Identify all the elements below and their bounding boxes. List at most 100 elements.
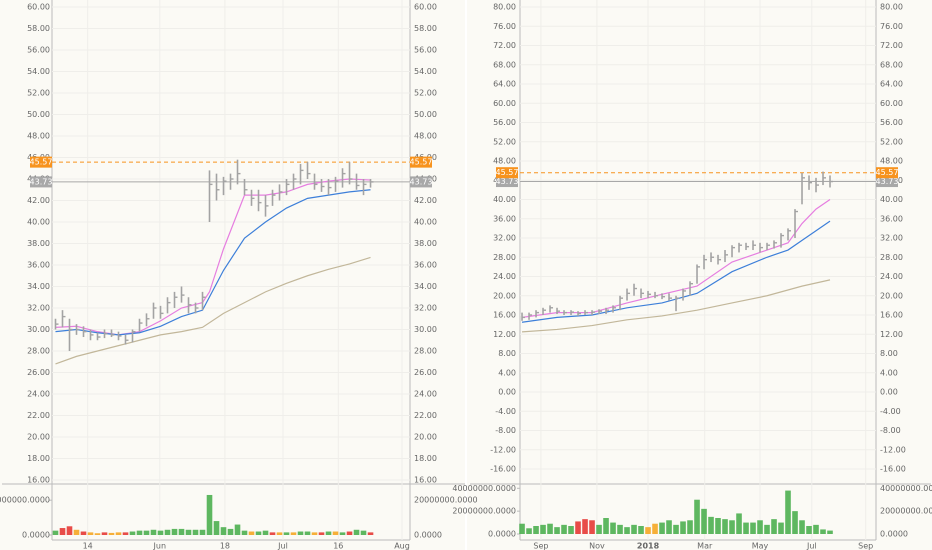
y-tick-label: 24.00 (414, 390, 437, 399)
y-tick-label: 18.00 (414, 454, 437, 463)
volume-bar (339, 532, 346, 535)
y-tick-label: 56.00 (493, 118, 516, 127)
price-box: 45.57 (496, 167, 518, 179)
x-tick-label: Aug (394, 542, 410, 550)
volume-bar (547, 523, 553, 534)
y-tick-label: 48.00 (493, 157, 516, 166)
y-tick-label: 30.00 (414, 325, 437, 334)
volume-bar (624, 527, 630, 534)
x-tick-label: Jul (277, 542, 288, 550)
volume-tick-label: 20000000.0000 (452, 507, 516, 516)
y-tick-label: -4.00 (880, 407, 901, 416)
volume-bar (589, 520, 595, 534)
y-tick-label: -12.00 (490, 445, 516, 454)
y-tick-label: 20.00 (493, 291, 516, 300)
volume-bar (59, 528, 66, 535)
volume-bar (101, 532, 108, 535)
y-tick-label: 32.00 (414, 304, 437, 313)
volume-bar (736, 513, 742, 534)
x-tick-label: Sep (858, 542, 873, 550)
y-tick-label: 32.00 (880, 234, 903, 243)
y-tick-label: -16.00 (490, 465, 516, 474)
volume-tick-label: 0.0000 (488, 530, 516, 539)
y-tick-label: 22.00 (27, 411, 50, 420)
y-tick-label: 28.00 (27, 347, 50, 356)
volume-bar (206, 494, 213, 535)
volume-bar (122, 532, 129, 535)
volume-bar (680, 521, 686, 534)
y-tick-label: 76.00 (493, 22, 516, 31)
volume-bar (171, 528, 178, 535)
volume-tick-label: 20000000.0000 (880, 507, 932, 516)
y-tick-label: 32.00 (493, 234, 516, 243)
volume-tick-label: 20000000.0000 (414, 496, 478, 505)
volume-bar (248, 531, 255, 535)
volume-bar (136, 530, 143, 535)
price-box-bg (876, 167, 898, 179)
volume-bar (722, 519, 728, 534)
volume-bar (115, 532, 122, 535)
volume-bar (666, 520, 672, 534)
volume-bar (771, 519, 777, 534)
x-tick-label: Mar (697, 542, 713, 550)
volume-bar (318, 532, 325, 535)
volume-bar (73, 529, 80, 535)
volume-bar (367, 532, 374, 535)
volume-bar (757, 520, 763, 534)
price-box-label: 43.73 (410, 177, 433, 186)
y-tick-label: 4.00 (880, 368, 898, 377)
volume-bar (143, 530, 150, 535)
volume-bar (227, 528, 234, 535)
volume-bar (596, 524, 602, 534)
y-tick-label: 48.00 (880, 157, 903, 166)
volume-tick-label: 40000000.0000 (880, 484, 932, 493)
y-tick-label: 34.00 (27, 282, 50, 291)
price-box-label: 43.73 (30, 177, 53, 186)
y-tick-label: 24.00 (493, 272, 516, 281)
x-tick-label: Nov (589, 542, 605, 550)
volume-bar (185, 529, 192, 535)
y-tick-label: 52.00 (880, 137, 903, 146)
price-box-bg (30, 176, 52, 188)
y-tick-label: 72.00 (493, 41, 516, 50)
y-tick-label: 64.00 (880, 80, 903, 89)
right-panel (467, 0, 932, 550)
price-box-label: 43.73 (496, 177, 519, 186)
volume-bar (164, 529, 171, 535)
volume-bar (255, 531, 262, 535)
y-tick-label: 0.00 (880, 388, 898, 397)
y-tick-label: 60.00 (27, 3, 50, 12)
volume-bar (533, 526, 539, 534)
y-tick-label: 24.00 (27, 390, 50, 399)
price-box-label: 45.57 (876, 168, 899, 177)
y-tick-label: 48.00 (27, 132, 50, 141)
y-tick-label: 76.00 (880, 22, 903, 31)
volume-bar (150, 529, 157, 535)
y-tick-label: 36.00 (880, 214, 903, 223)
y-tick-label: 40.00 (493, 195, 516, 204)
price-box-label: 43.73 (876, 177, 899, 186)
y-tick-label: 26.00 (414, 368, 437, 377)
y-tick-label: 54.00 (414, 67, 437, 76)
y-tick-label: 36.00 (27, 261, 50, 270)
y-tick-label: 38.00 (27, 239, 50, 248)
y-tick-label: 8.00 (880, 349, 898, 358)
volume-bar (764, 524, 770, 534)
y-tick-label: 50.00 (414, 110, 437, 119)
y-tick-label: 58.00 (27, 24, 50, 33)
y-tick-label: -16.00 (880, 465, 906, 474)
price-box-bg (30, 156, 52, 168)
y-tick-label: 64.00 (493, 80, 516, 89)
y-tick-label: 56.00 (414, 46, 437, 55)
volume-bar (290, 532, 297, 535)
price-box: 43.73 (30, 176, 53, 188)
volume-bar (311, 532, 318, 535)
y-tick-label: 0.00 (498, 388, 516, 397)
volume-bar (87, 532, 94, 535)
y-tick-label: 48.00 (414, 132, 437, 141)
price-box-label: 45.57 (410, 158, 433, 167)
volume-bar (652, 523, 658, 534)
volume-tick-label: 0.0000 (22, 531, 50, 540)
volume-bar (750, 522, 756, 534)
